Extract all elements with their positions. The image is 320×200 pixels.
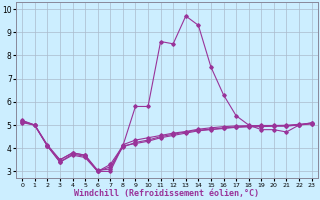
X-axis label: Windchill (Refroidissement éolien,°C): Windchill (Refroidissement éolien,°C) [74,189,260,198]
